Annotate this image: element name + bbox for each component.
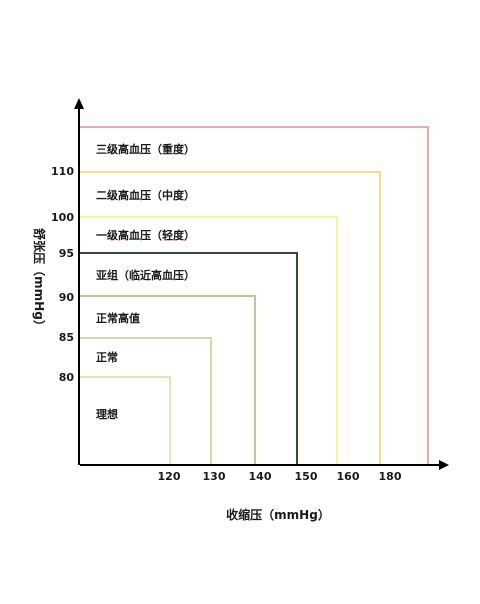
zone-label-ideal: 理想 [96, 407, 118, 421]
zone-label-high-normal: 正常高值 [96, 311, 140, 325]
x-tick-label: 140 [249, 470, 272, 483]
zone-high-normal-boundary [80, 295, 256, 465]
x-axis-arrow-icon [439, 460, 449, 470]
zone-moderate-boundary [80, 171, 381, 465]
zone-prehypertension-boundary [80, 252, 298, 465]
y-axis-title: 舒张压（mmHg） [32, 227, 47, 332]
x-axis-title: 收缩压（mmHg） [226, 507, 330, 522]
zone-severe-boundary [80, 126, 429, 465]
zone-normal-boundary [80, 337, 212, 465]
x-tick-label: 160 [337, 470, 360, 483]
zone-label-normal: 正常 [96, 350, 118, 364]
zone-label-mild: 一级高血压（轻度） [96, 228, 195, 242]
zone-label-severe: 三级高血压（重度） [96, 142, 195, 156]
x-tick-label: 180 [379, 470, 402, 483]
x-tick-label: 150 [295, 470, 318, 483]
y-axis-arrow-icon [74, 98, 84, 109]
x-tick-label: 130 [203, 470, 226, 483]
zone-mild-boundary [80, 216, 338, 465]
zone-label-moderate: 二级高血压（中度） [96, 188, 195, 202]
y-tick-label: 110 [51, 165, 74, 178]
zone-ideal-boundary [80, 376, 171, 465]
y-tick-label: 90 [59, 291, 75, 304]
y-tick-label: 85 [59, 331, 74, 344]
y-tick-label: 100 [51, 211, 74, 224]
y-tick-label: 95 [59, 247, 74, 260]
x-tick-label: 120 [158, 470, 181, 483]
y-tick-label: 80 [59, 371, 75, 384]
zone-label-prehypertension: 亚组（临近高血压） [96, 268, 195, 282]
